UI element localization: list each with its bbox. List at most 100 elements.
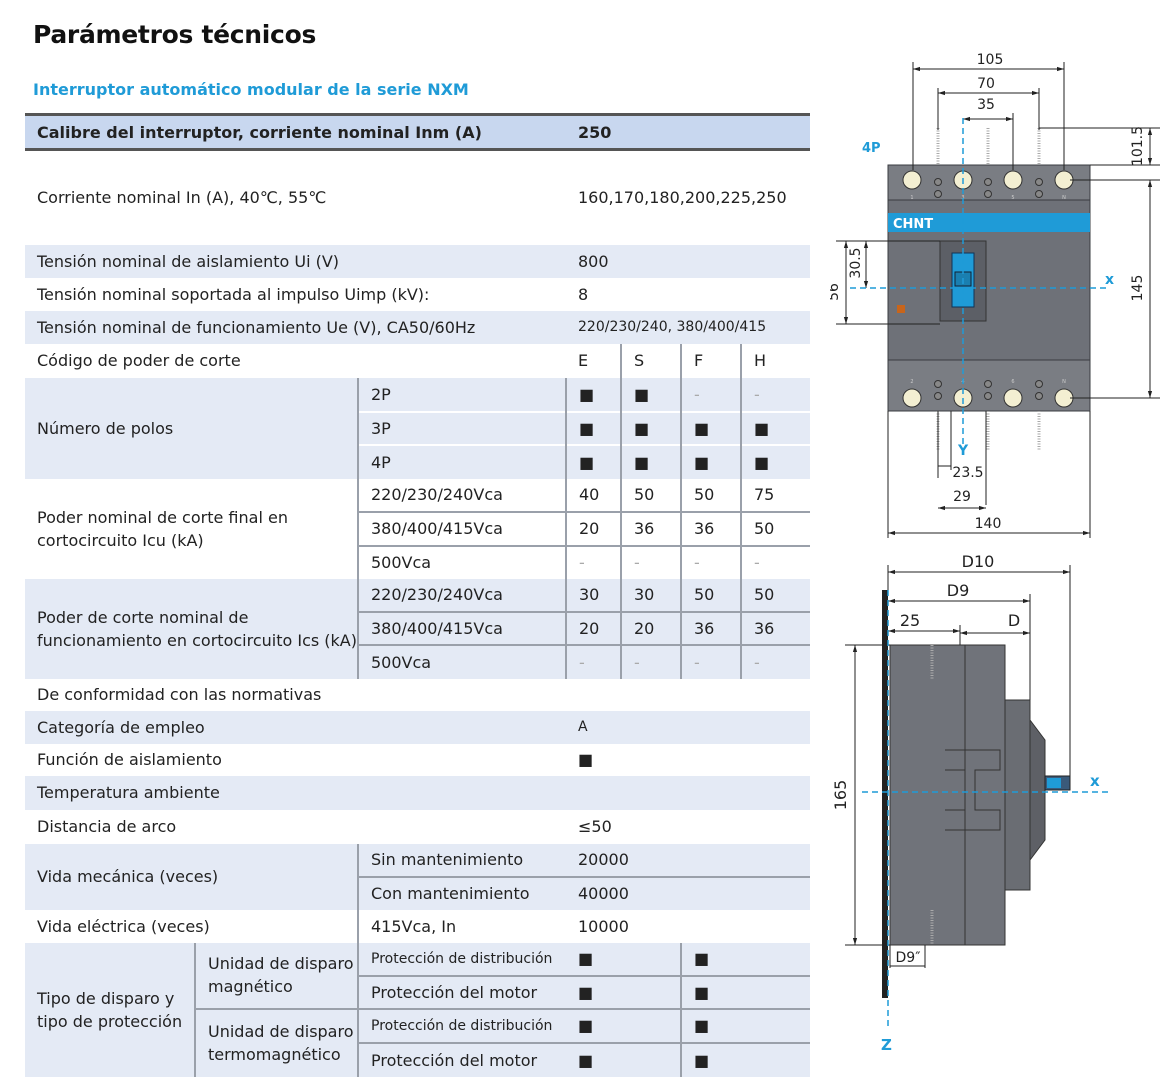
cell: ■ xyxy=(620,443,681,479)
row-value: A xyxy=(566,710,811,744)
cell: 50 xyxy=(620,478,681,512)
table-row: Función de aislamiento ■ xyxy=(25,744,810,776)
row-value: 160,170,180,200,225,250 xyxy=(578,188,787,208)
dim-label: D9″ xyxy=(896,950,921,966)
row-label: Tensión nominal de aislamiento Ui (V) xyxy=(25,244,566,278)
x-axis-label: x xyxy=(1105,272,1114,288)
cell: 36 xyxy=(680,510,741,546)
row-value: ≤50 xyxy=(578,817,612,836)
code-f: F xyxy=(680,343,741,378)
cell: 36 xyxy=(739,610,811,645)
table-row: Vida eléctrica (veces) 415Vca, In 10000 xyxy=(25,909,810,943)
sub-label: 500Vca xyxy=(357,643,566,679)
spec-table: Calibre del interruptor, corriente nomin… xyxy=(25,113,811,1077)
dim-label: 23.5 xyxy=(952,465,983,481)
cell: - xyxy=(739,544,811,579)
cell: ■ xyxy=(620,377,681,412)
table-row: Poder de corte nominal de funcionamiento… xyxy=(25,578,811,679)
brand-logo: CHNT xyxy=(893,217,933,232)
cell: 20 xyxy=(620,610,681,645)
row-label: Código de poder de corte xyxy=(37,351,241,370)
cell: - xyxy=(680,377,741,412)
cell: 50 xyxy=(680,478,741,512)
cell: ■ xyxy=(565,410,621,445)
row-value xyxy=(566,679,810,711)
sub-label: Protección de distribución xyxy=(357,1007,566,1043)
cell: 50 xyxy=(739,510,811,546)
table-row: Temperatura ambiente xyxy=(25,775,811,810)
table-row: Poder nominal de corte final en cortocir… xyxy=(25,478,811,550)
table-row: Tensión nominal de funcionamiento Ue (V)… xyxy=(25,310,811,344)
brand-band xyxy=(888,213,1090,232)
table-row: 4P ■ ■ ■ ■ xyxy=(25,443,811,479)
row-value: 220/230/240, 380/400/415 xyxy=(566,310,811,344)
dim-label: D xyxy=(1008,611,1020,630)
cell: ■ xyxy=(739,443,811,479)
dim-label: 140 xyxy=(975,516,1002,532)
cell: - xyxy=(739,643,811,679)
table-row: Unidad de disparo termomagnético Protecc… xyxy=(25,1007,811,1077)
cell: ■ xyxy=(565,377,621,412)
table-row: 500Vca - - - - xyxy=(25,544,811,579)
page-subtitle: Interruptor automático modular de la ser… xyxy=(33,80,469,99)
sub-label: 3P xyxy=(357,410,566,445)
dim-label: 25 xyxy=(900,611,920,630)
table-row: Tipo de disparo y tipo de protección Uni… xyxy=(25,942,811,1077)
table-row: 380/400/415Vca 20 20 36 36 xyxy=(25,610,811,645)
table-row: Distancia de arco ≤50 xyxy=(25,810,810,844)
cell: - xyxy=(680,544,741,579)
dim-label: 105 xyxy=(977,52,1004,68)
y-axis-label: Y xyxy=(957,443,969,459)
row-label: Corriente nominal In (A), 40℃, 55℃ xyxy=(37,188,327,208)
cell: ■ xyxy=(680,410,741,445)
cell: ■ xyxy=(679,1007,811,1043)
row-label: Distancia de arco xyxy=(37,817,177,836)
dim-label: 165 xyxy=(831,780,850,811)
header-label: Calibre del interruptor, corriente nomin… xyxy=(25,113,566,151)
row-value: 20000 xyxy=(566,843,811,877)
row-label: Número de polos xyxy=(25,377,358,479)
table-header-row: Calibre del interruptor, corriente nomin… xyxy=(25,113,811,151)
table-row: Protección del motor ■ ■ xyxy=(25,974,811,1009)
cell: 36 xyxy=(620,510,681,546)
cell: 75 xyxy=(739,478,811,512)
table-row: Protección del motor ■ ■ xyxy=(25,1041,811,1077)
table-row: De conformidad con las normativas xyxy=(25,679,810,711)
cell: 40 xyxy=(565,478,621,512)
x-axis-label: x xyxy=(1090,772,1100,790)
cell: ■ xyxy=(566,1007,681,1043)
row-value: 10000 xyxy=(578,916,629,936)
z-axis-label: Z xyxy=(881,1036,892,1054)
table-row: Tensión nominal de aislamiento Ui (V) 80… xyxy=(25,244,811,278)
table-row: 3P ■ ■ ■ ■ xyxy=(25,410,811,445)
dimension-drawings: 4P CHNT 1 3 5 N 2 4 6 N xyxy=(830,52,1160,1054)
row-label: Temperatura ambiente xyxy=(25,775,566,810)
header-value: 250 xyxy=(566,113,811,151)
row-label: Función de aislamiento xyxy=(37,750,222,769)
row-value: 40000 xyxy=(566,875,811,910)
sub-label: Protección del motor xyxy=(357,974,566,1009)
cell: ■ xyxy=(566,942,681,976)
sub-label: 380/400/415Vca xyxy=(357,610,566,645)
dim-label: 56 xyxy=(830,283,842,301)
sub-label: Con mantenimiento xyxy=(357,875,566,910)
sub-label: 220/230/240Vca xyxy=(357,478,566,512)
table-row: Tensión nominal soportada al impulso Uim… xyxy=(25,278,810,311)
row-label: Vida mecánica (veces) xyxy=(25,843,358,910)
row-label: Tipo de disparo y tipo de protección xyxy=(25,942,195,1077)
dim-label: 30.5 xyxy=(848,247,864,278)
cell: ■ xyxy=(620,410,681,445)
cell: 50 xyxy=(739,578,811,612)
cell: 30 xyxy=(565,578,621,612)
row-value: 800 xyxy=(566,244,811,278)
code-s: S xyxy=(620,343,681,378)
terminal-label: 6 xyxy=(1011,379,1014,385)
page-title: Parámetros técnicos xyxy=(33,20,317,49)
sub-label: 2P xyxy=(357,377,566,412)
cell: 36 xyxy=(680,610,741,645)
row-label: Tensión nominal de funcionamiento Ue (V)… xyxy=(25,310,566,344)
dim-label: 70 xyxy=(977,76,995,92)
sub-label: Protección del motor xyxy=(357,1041,566,1077)
cell: - xyxy=(565,643,621,679)
sub-label: 380/400/415Vca xyxy=(357,510,566,546)
